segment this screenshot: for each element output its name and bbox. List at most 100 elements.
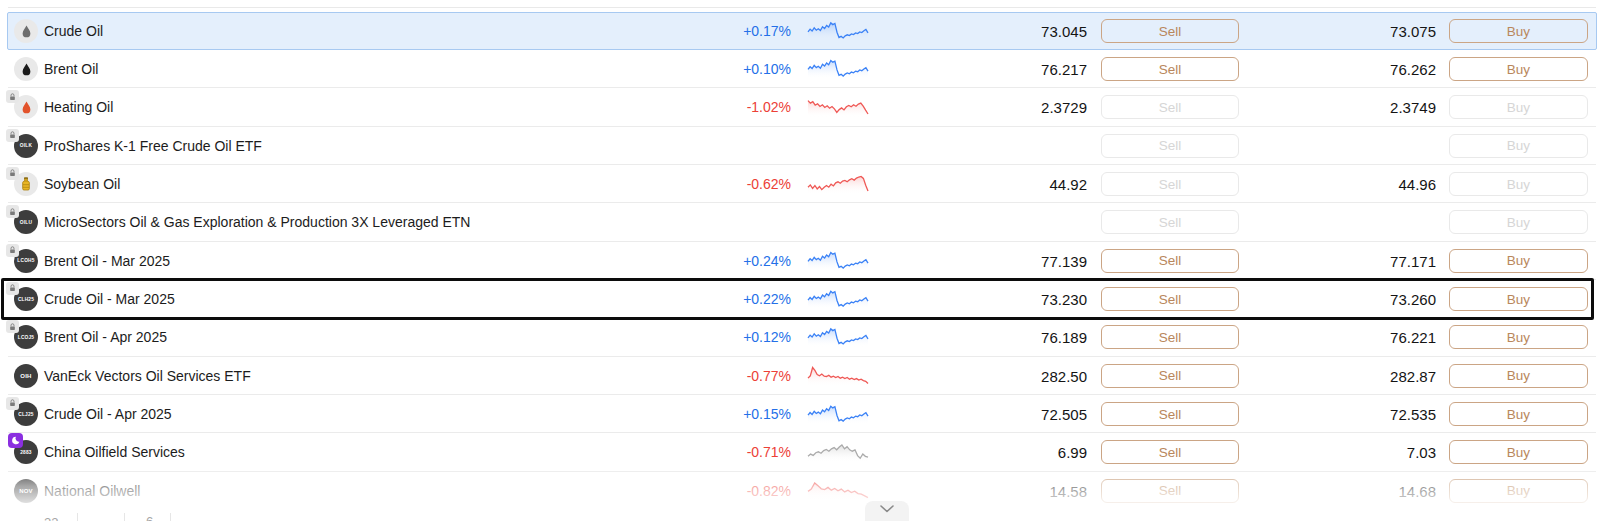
sparkline-chart xyxy=(807,480,869,502)
lock-badge xyxy=(6,282,19,295)
lock-icon xyxy=(9,399,16,407)
instrument-name: Brent Oil xyxy=(44,61,98,77)
footer-divider xyxy=(170,513,171,521)
sell-price: 282.50 xyxy=(950,367,1087,384)
buy-button: Buy xyxy=(1449,172,1588,196)
buy-price: 73.260 xyxy=(1299,291,1436,308)
change-percent: +0.15% xyxy=(660,406,791,422)
buy-button[interactable]: Buy xyxy=(1449,249,1588,273)
sell-button[interactable]: Sell xyxy=(1101,479,1239,503)
lock-icon xyxy=(9,169,16,177)
instrument-name: National Oilwell xyxy=(44,483,140,499)
buy-price: 282.87 xyxy=(1299,367,1436,384)
footer-count: 22 xyxy=(44,515,58,521)
instrument-icon: NOV xyxy=(14,479,38,503)
lock-icon xyxy=(9,208,16,216)
change-percent: -0.62% xyxy=(660,176,791,192)
sell-button[interactable]: Sell xyxy=(1101,325,1239,349)
change-percent: +0.24% xyxy=(660,253,791,269)
sell-price: 73.045 xyxy=(950,23,1087,40)
market-closed-moon-icon xyxy=(11,436,20,445)
scroll-down-button[interactable] xyxy=(865,501,909,521)
instrument-name: Heating Oil xyxy=(44,99,113,115)
buy-button[interactable]: Buy xyxy=(1449,287,1588,311)
oil-drop-icon xyxy=(19,62,34,77)
instrument-row[interactable]: OIHVanEck Vectors Oil Services ETF-0.77%… xyxy=(0,357,1600,395)
instrument-row[interactable]: Brent Oil+0.10%76.217Sell76.262Buy xyxy=(0,50,1600,88)
change-percent: -1.02% xyxy=(660,99,791,115)
instrument-icon xyxy=(14,57,38,81)
top-divider xyxy=(8,7,1596,8)
sell-button[interactable]: Sell xyxy=(1101,440,1239,464)
ticker-label: LCOH5 xyxy=(17,258,34,263)
sell-price: 6.99 xyxy=(950,444,1087,461)
sparkline-chart xyxy=(807,365,869,387)
sparkline-chart xyxy=(807,250,869,272)
instrument-row[interactable]: OILKProShares K-1 Free Crude Oil ETFSell… xyxy=(0,127,1600,165)
buy-price: 44.96 xyxy=(1299,176,1436,193)
instrument-row[interactable]: 2883China Oilfield Services-0.71%6.99Sel… xyxy=(0,433,1600,471)
oil-bottle-icon xyxy=(18,176,34,192)
buy-button[interactable]: Buy xyxy=(1449,440,1588,464)
watchlist-page: Crude Oil+0.17%73.045Sell73.075BuyBrent … xyxy=(0,0,1600,521)
bottom-strip xyxy=(0,508,1600,521)
lock-badge xyxy=(6,397,19,410)
instrument-name: Brent Oil - Mar 2025 xyxy=(44,253,170,269)
buy-button[interactable]: Buy xyxy=(1449,364,1588,388)
buy-button[interactable]: Buy xyxy=(1449,57,1588,81)
lock-icon xyxy=(9,284,16,292)
sell-button[interactable]: Sell xyxy=(1101,402,1239,426)
change-percent: -0.82% xyxy=(660,483,791,499)
instrument-icon xyxy=(14,19,38,43)
instrument-row[interactable]: NOVNational Oilwell-0.82%14.58Sell14.68B… xyxy=(0,472,1600,510)
ticker-label: LCOJ5 xyxy=(18,335,34,340)
sell-button: Sell xyxy=(1101,95,1239,119)
sparkline-chart xyxy=(807,173,869,195)
change-percent: -0.77% xyxy=(660,368,791,384)
instrument-icon: OIH xyxy=(14,364,38,388)
sell-button[interactable]: Sell xyxy=(1101,364,1239,388)
lock-icon xyxy=(9,323,16,331)
lock-badge xyxy=(6,167,19,180)
buy-button: Buy xyxy=(1449,210,1588,234)
buy-button: Buy xyxy=(1449,134,1588,158)
ticker-label: CLH25 xyxy=(18,297,34,302)
change-percent: +0.17% xyxy=(660,23,791,39)
instrument-row[interactable]: OILUMicroSectors Oil & Gas Exploration &… xyxy=(0,203,1600,241)
ticker-label: NOV xyxy=(19,488,33,494)
change-percent: +0.10% xyxy=(660,61,791,77)
instrument-row[interactable]: Crude Oil+0.17%73.045Sell73.075Buy xyxy=(0,12,1600,50)
buy-price: 7.03 xyxy=(1299,444,1436,461)
instrument-row[interactable]: Soybean Oil-0.62%44.92Sell44.96Buy xyxy=(0,165,1600,203)
sell-price: 72.505 xyxy=(950,406,1087,423)
lock-icon xyxy=(9,131,16,139)
oil-drop-icon xyxy=(19,24,34,39)
buy-button[interactable]: Buy xyxy=(1449,19,1588,43)
buy-price: 14.68 xyxy=(1299,482,1436,499)
instrument-name: Crude Oil - Apr 2025 xyxy=(44,406,172,422)
instrument-row[interactable]: LCOH5Brent Oil - Mar 2025+0.24%77.139Sel… xyxy=(0,242,1600,280)
footer-divider xyxy=(124,513,125,521)
instrument-row[interactable]: LCOJ5Brent Oil - Apr 2025+0.12%76.189Sel… xyxy=(0,318,1600,356)
sell-price: 76.189 xyxy=(950,329,1087,346)
ticker-label: OIH xyxy=(20,373,31,379)
buy-button[interactable]: Buy xyxy=(1449,325,1588,349)
instrument-row[interactable]: CLH25Crude Oil - Mar 2025+0.22%73.230Sel… xyxy=(0,280,1600,318)
sparkline-chart xyxy=(807,58,869,80)
change-percent: +0.12% xyxy=(660,329,791,345)
buy-price: 72.535 xyxy=(1299,406,1436,423)
lock-badge xyxy=(6,320,19,333)
sell-button[interactable]: Sell xyxy=(1101,57,1239,81)
sell-button[interactable]: Sell xyxy=(1101,287,1239,311)
instrument-row[interactable]: CLJ25Crude Oil - Apr 2025+0.15%72.505Sel… xyxy=(0,395,1600,433)
buy-button[interactable]: Buy xyxy=(1449,402,1588,426)
sell-button[interactable]: Sell xyxy=(1101,19,1239,43)
sell-button[interactable]: Sell xyxy=(1101,249,1239,273)
sparkline-chart xyxy=(807,441,869,463)
instrument-row[interactable]: Heating Oil-1.02%2.3729Sell2.3749Buy xyxy=(0,88,1600,126)
buy-button[interactable]: Buy xyxy=(1449,479,1588,503)
sell-price: 73.230 xyxy=(950,291,1087,308)
instrument-name: Soybean Oil xyxy=(44,176,120,192)
chevron-down-icon xyxy=(880,505,894,513)
lock-badge xyxy=(6,90,19,103)
